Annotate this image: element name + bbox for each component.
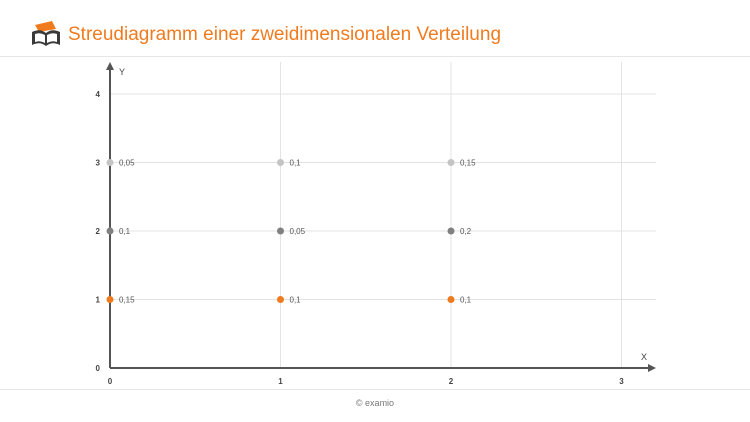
graduation-book-icon bbox=[32, 21, 60, 46]
scatter-point bbox=[277, 296, 284, 303]
data-label: 0,1 bbox=[290, 296, 302, 305]
tick-labels: 0 1 2 3 0 1 2 3 4 bbox=[96, 90, 625, 386]
scatter-point bbox=[447, 296, 455, 303]
data-label: 0,1 bbox=[460, 296, 472, 305]
y-tick-label: 4 bbox=[96, 90, 101, 99]
y-axis-arrow bbox=[106, 62, 114, 70]
data-label: 0,1 bbox=[290, 159, 302, 168]
page-header: Streudiagramm einer zweidimensionalen Ve… bbox=[0, 0, 750, 57]
x-tick-label: 2 bbox=[449, 377, 454, 386]
x-tick-label: 1 bbox=[278, 377, 283, 386]
x-tick-label: 3 bbox=[619, 377, 624, 386]
page-title: Streudiagramm einer zweidimensionalen Ve… bbox=[68, 24, 502, 45]
scatter-point bbox=[447, 159, 455, 166]
x-axis-label: X bbox=[641, 352, 647, 362]
data-label: 0,2 bbox=[460, 227, 472, 236]
scatter-point bbox=[277, 159, 284, 166]
footer-divider bbox=[0, 389, 750, 390]
data-label: 0,15 bbox=[119, 296, 135, 305]
scatter-point bbox=[277, 227, 284, 235]
scatter-point bbox=[106, 296, 114, 303]
y-tick-label: 3 bbox=[96, 159, 101, 168]
axes: XY bbox=[106, 62, 656, 372]
data-label: 0,05 bbox=[290, 227, 306, 236]
data-label: 0,15 bbox=[460, 159, 476, 168]
y-tick-label: 0 bbox=[96, 364, 101, 373]
x-axis-arrow bbox=[648, 364, 656, 372]
x-tick-label: 0 bbox=[108, 377, 113, 386]
data-label: 0,1 bbox=[119, 227, 131, 236]
copyright-text: © examio bbox=[355, 398, 395, 408]
scatter-point bbox=[106, 227, 114, 235]
grid bbox=[110, 62, 656, 368]
y-tick-label: 2 bbox=[96, 227, 101, 236]
y-axis-label: Y bbox=[119, 67, 125, 77]
data-labels: 0,15 0,1 0,1 0,1 0,05 0,2 0,05 0,1 0,15 bbox=[119, 159, 476, 305]
y-tick-label: 1 bbox=[96, 296, 101, 305]
scatter-point bbox=[106, 159, 114, 166]
data-label: 0,05 bbox=[119, 159, 135, 168]
scatter-point bbox=[447, 227, 455, 235]
data-points bbox=[106, 159, 455, 303]
